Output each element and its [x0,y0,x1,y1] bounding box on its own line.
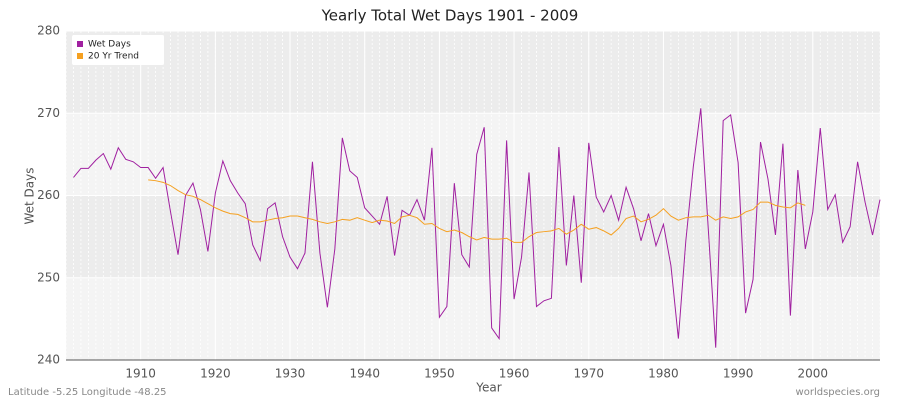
y-tick-label: 280 [37,24,60,38]
x-tick-label: 1950 [424,367,455,381]
x-tick-label: 1920 [200,367,231,381]
x-tick-label: 1930 [275,367,306,381]
x-tick-label: 1970 [573,367,604,381]
x-tick-label: 1910 [125,367,156,381]
y-tick-label: 260 [37,188,60,202]
chart-title: Yearly Total Wet Days 1901 - 2009 [321,7,579,25]
legend-label: Wet Days [88,40,131,50]
x-axis-label: Year [475,381,501,395]
y-tick-label: 240 [37,353,60,367]
x-tick-label: 1940 [349,367,380,381]
data-line [148,179,806,243]
y-tick-label: 270 [37,106,60,120]
footer-left: Latitude -5.25 Longitude -48.25 [8,387,167,398]
legend-label: 20 Yr Trend [88,52,139,62]
footer-right: worldspecies.org [796,387,880,398]
data-line [73,108,881,348]
plot-band [66,31,880,114]
legend-swatch [77,41,83,47]
x-tick-label: 1990 [723,367,754,381]
y-tick-label: 250 [37,270,60,284]
x-tick-label: 1980 [648,367,679,381]
legend-swatch [77,53,83,59]
y-axis-label: Wet Days [23,167,37,224]
x-tick-label: 2000 [798,367,829,381]
legend-box [72,35,164,65]
x-tick-label: 1960 [499,367,530,381]
